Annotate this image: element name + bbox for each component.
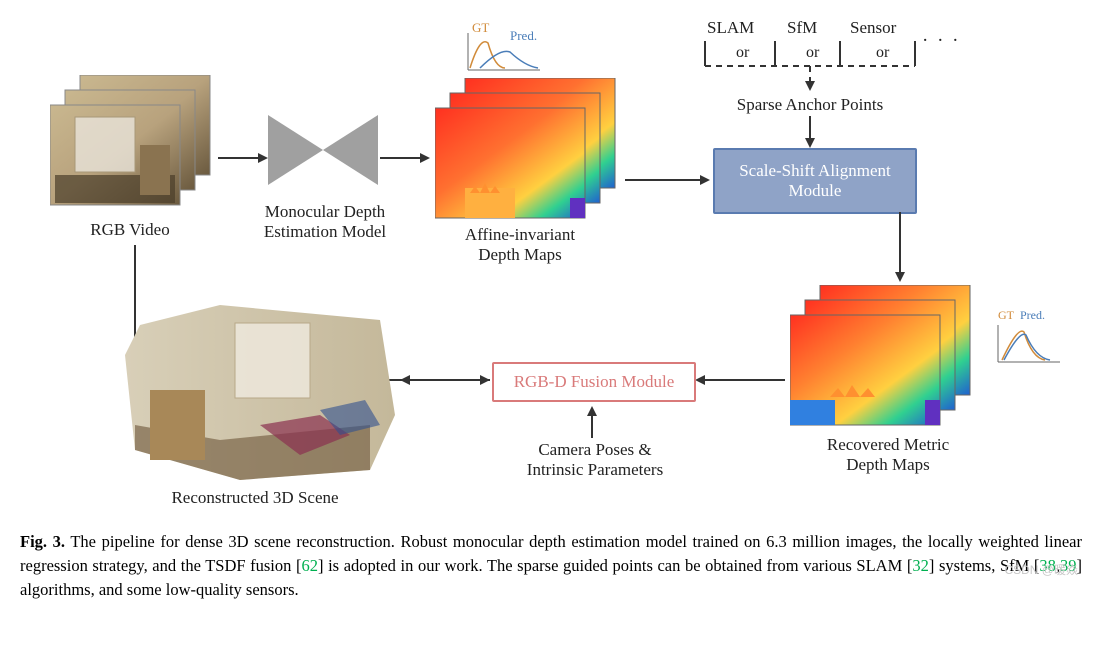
- rgb-video-stack: [50, 75, 220, 215]
- sfm-label: SfM: [787, 18, 817, 38]
- pred-span: Pred.: [1020, 308, 1045, 322]
- reconstructed-scene: [120, 295, 400, 485]
- affine-depth-stack: [435, 78, 620, 223]
- fig-label: Fig. 3.: [20, 532, 65, 551]
- fusion-module: RGB-D Fusion Module: [492, 362, 696, 402]
- watermark: CSDN @暖焱: [1004, 561, 1078, 578]
- gt-span: GT: [998, 308, 1014, 322]
- arrow-7: [582, 406, 602, 438]
- diagram-canvas: RGB Video Monocular Depth Estimation Mod…: [20, 20, 1082, 580]
- arrow-4: [800, 116, 820, 148]
- slam-label: SLAM: [707, 18, 754, 38]
- or-2: or: [806, 43, 819, 62]
- pred-label-top: Pred.: [510, 28, 537, 44]
- or-3: or: [876, 43, 889, 62]
- monocular-label: Monocular Depth Estimation Model: [250, 202, 400, 243]
- recovered-depth-stack: [790, 285, 975, 430]
- sensor-label: Sensor: [850, 18, 896, 38]
- arrow-9: [400, 370, 490, 390]
- gt-pred-label-right: GT Pred.: [998, 308, 1045, 322]
- ref-62[interactable]: 62: [302, 556, 319, 575]
- cap-t2: ] is adopted in our work. The sparse gui…: [318, 556, 912, 575]
- camera-label: Camera Poses & Intrinsic Parameters: [510, 440, 680, 481]
- gt-pred-curves-right: [990, 320, 1065, 370]
- arrow-5: [890, 212, 910, 282]
- or-1: or: [736, 43, 749, 62]
- reconstructed-label: Reconstructed 3D Scene: [155, 488, 355, 508]
- recovered-label: Recovered Metric Depth Maps: [808, 435, 968, 476]
- arrow-1: [218, 148, 268, 168]
- arrow-3: [625, 170, 710, 190]
- sparse-label: Sparse Anchor Points: [720, 95, 900, 115]
- monocular-model-icon: [268, 115, 378, 195]
- ref-32[interactable]: 32: [912, 556, 929, 575]
- rgb-video-label: RGB Video: [70, 220, 190, 240]
- alignment-module: Scale-Shift Alignment Module: [713, 148, 917, 214]
- arrow-2: [380, 148, 430, 168]
- gt-label-top: GT: [472, 20, 489, 36]
- arrow-6: [695, 370, 785, 390]
- figure-caption: Fig. 3. The pipeline for dense 3D scene …: [20, 530, 1082, 602]
